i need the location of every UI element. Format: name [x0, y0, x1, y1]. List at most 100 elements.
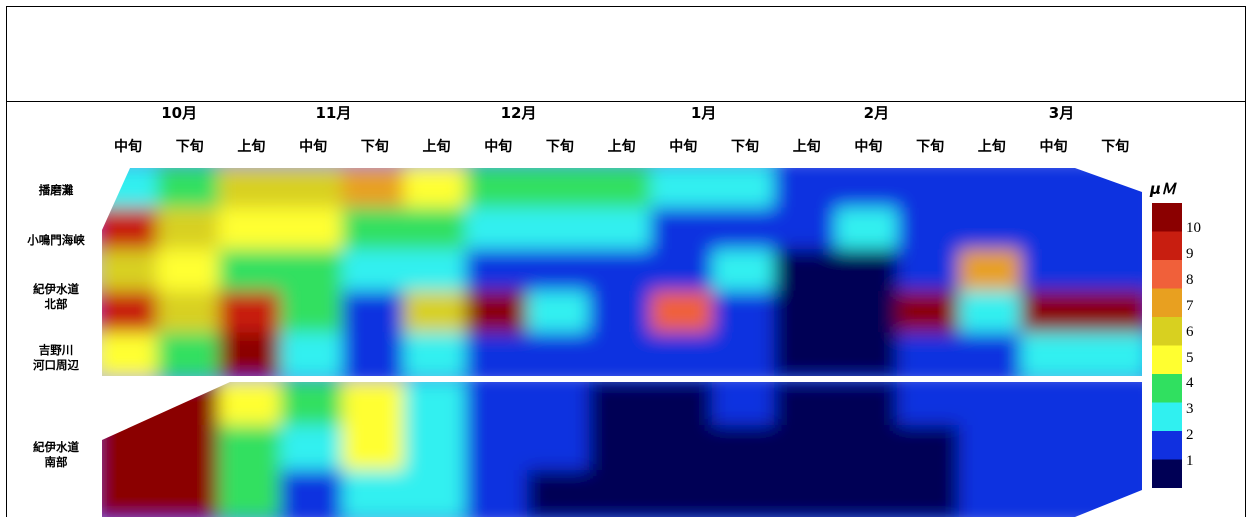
- region-label: 小鳴門海峡: [27, 233, 85, 247]
- heatmap-cell: [465, 168, 532, 212]
- heatmap-cell: [897, 382, 963, 429]
- heatmap-cell: [773, 290, 840, 337]
- heatmap-cell: [218, 382, 285, 429]
- heatmap-cell: [835, 332, 902, 376]
- colorbar-tick-label: 5: [1186, 349, 1194, 366]
- heatmap-cell: [403, 470, 470, 517]
- heatmap-cell: [650, 290, 717, 337]
- region-label: 播磨灘: [38, 183, 74, 197]
- heatmap-cell: [835, 425, 902, 474]
- period-label: 上旬: [237, 139, 266, 155]
- heatmap-cell: [403, 207, 470, 254]
- heatmap-cell: [218, 207, 285, 254]
- heatmap-cell: [102, 382, 161, 429]
- colorbar-tick-label: 2: [1186, 427, 1194, 444]
- heatmap-cell: [403, 382, 470, 429]
- heatmap-cell: [897, 470, 963, 517]
- heatmap-cell: [588, 382, 655, 429]
- period-label: 下旬: [545, 139, 574, 155]
- heatmap-cell: [1020, 332, 1087, 376]
- heatmap-cell: [102, 249, 161, 295]
- heatmap-cell: [156, 332, 223, 376]
- heatmap-cell: [712, 249, 778, 295]
- heatmap-cell: [465, 207, 532, 254]
- heatmap-cell: [773, 382, 840, 429]
- heatmap-cell: [835, 470, 902, 517]
- heatmap-cell: [403, 290, 470, 337]
- month-label: 3月: [1048, 104, 1075, 122]
- colorbar-tick-label: 8: [1186, 271, 1194, 288]
- heatmap-cell: [897, 207, 963, 254]
- figure-frame: [6, 6, 1246, 517]
- heatmap-cell: [958, 290, 1025, 337]
- heatmap-cell: [527, 470, 593, 517]
- heatmap-cell: [102, 425, 161, 474]
- colorbar: [1152, 203, 1182, 488]
- heatmap-cell: [156, 470, 223, 517]
- heatmap-cell: [588, 470, 655, 517]
- heatmap-cell: [650, 382, 717, 429]
- heatmap-cell: [102, 290, 161, 337]
- colorbar-segment: [1152, 288, 1182, 317]
- title-area: [7, 7, 1245, 102]
- colorbar-segment: [1152, 374, 1182, 403]
- colorbar-tick-label: 10: [1186, 220, 1201, 236]
- heatmap-cell: [958, 470, 1025, 517]
- heatmap-cell: [712, 207, 778, 254]
- heatmap-cell: [712, 470, 778, 517]
- heatmap-cell: [280, 290, 346, 337]
- heatmap-cell: [897, 425, 963, 474]
- period-label: 上旬: [977, 139, 1006, 155]
- heatmap-cell: [156, 290, 223, 337]
- colorbar-segment: [1152, 402, 1182, 431]
- heatmap-cell: [958, 332, 1025, 376]
- heatmap-cell: [1082, 249, 1142, 295]
- region-label: 紀伊水道 北部: [33, 282, 79, 311]
- heatmap-cell: [403, 332, 470, 376]
- colorbar-segment: [1152, 459, 1182, 488]
- colorbar-tick-label: 7: [1186, 297, 1194, 314]
- heatmap-cell: [341, 425, 408, 474]
- heatmap-cell: [341, 290, 408, 337]
- period-label: 中旬: [484, 139, 513, 155]
- heatmap-cell: [712, 168, 778, 212]
- colorbar-segment: [1152, 231, 1182, 260]
- heatmap-cell: [650, 425, 717, 474]
- period-label: 下旬: [1101, 139, 1130, 155]
- heatmap-cell: [958, 207, 1025, 254]
- heatmap-cell: [280, 425, 346, 474]
- heatmap-cell: [527, 382, 593, 429]
- colorbar-segment: [1152, 260, 1182, 289]
- period-label: 上旬: [607, 139, 636, 155]
- heatmap-cell: [156, 249, 223, 295]
- heatmap-cell: [156, 168, 223, 212]
- unit-label: μＭ: [1150, 180, 1177, 198]
- colorbar-segment: [1152, 345, 1182, 374]
- heatmap-cell: [465, 290, 532, 337]
- heatmap-cell: [773, 470, 840, 517]
- heatmap-cell: [341, 168, 408, 212]
- heatmap-cell: [280, 249, 346, 295]
- heatmap-cell: [102, 207, 161, 254]
- panel-separator: [102, 376, 1142, 382]
- heatmap-cell: [218, 332, 285, 376]
- heatmap-cell: [712, 290, 778, 337]
- colorbar-tick-label: 6: [1186, 323, 1194, 340]
- heatmap-cell: [958, 249, 1025, 295]
- month-label: 2月: [863, 104, 890, 122]
- heatmap-cell: [650, 249, 717, 295]
- heatmap-cell: [1082, 470, 1142, 517]
- heatmap-cell: [835, 168, 902, 212]
- colorbar-segment: [1152, 203, 1182, 232]
- heatmap-cell: [650, 168, 717, 212]
- period-label: 下旬: [175, 139, 204, 155]
- heatmap-cell: [280, 168, 346, 212]
- heatmap-cell: [650, 470, 717, 517]
- heatmap-cell: [527, 249, 593, 295]
- heatmap-cell: [218, 249, 285, 295]
- month-label: 10月: [161, 104, 198, 122]
- heatmap-cell: [712, 425, 778, 474]
- heatmap-cell: [588, 168, 655, 212]
- heatmap-cell: [1020, 382, 1087, 429]
- heatmap-cell: [835, 290, 902, 337]
